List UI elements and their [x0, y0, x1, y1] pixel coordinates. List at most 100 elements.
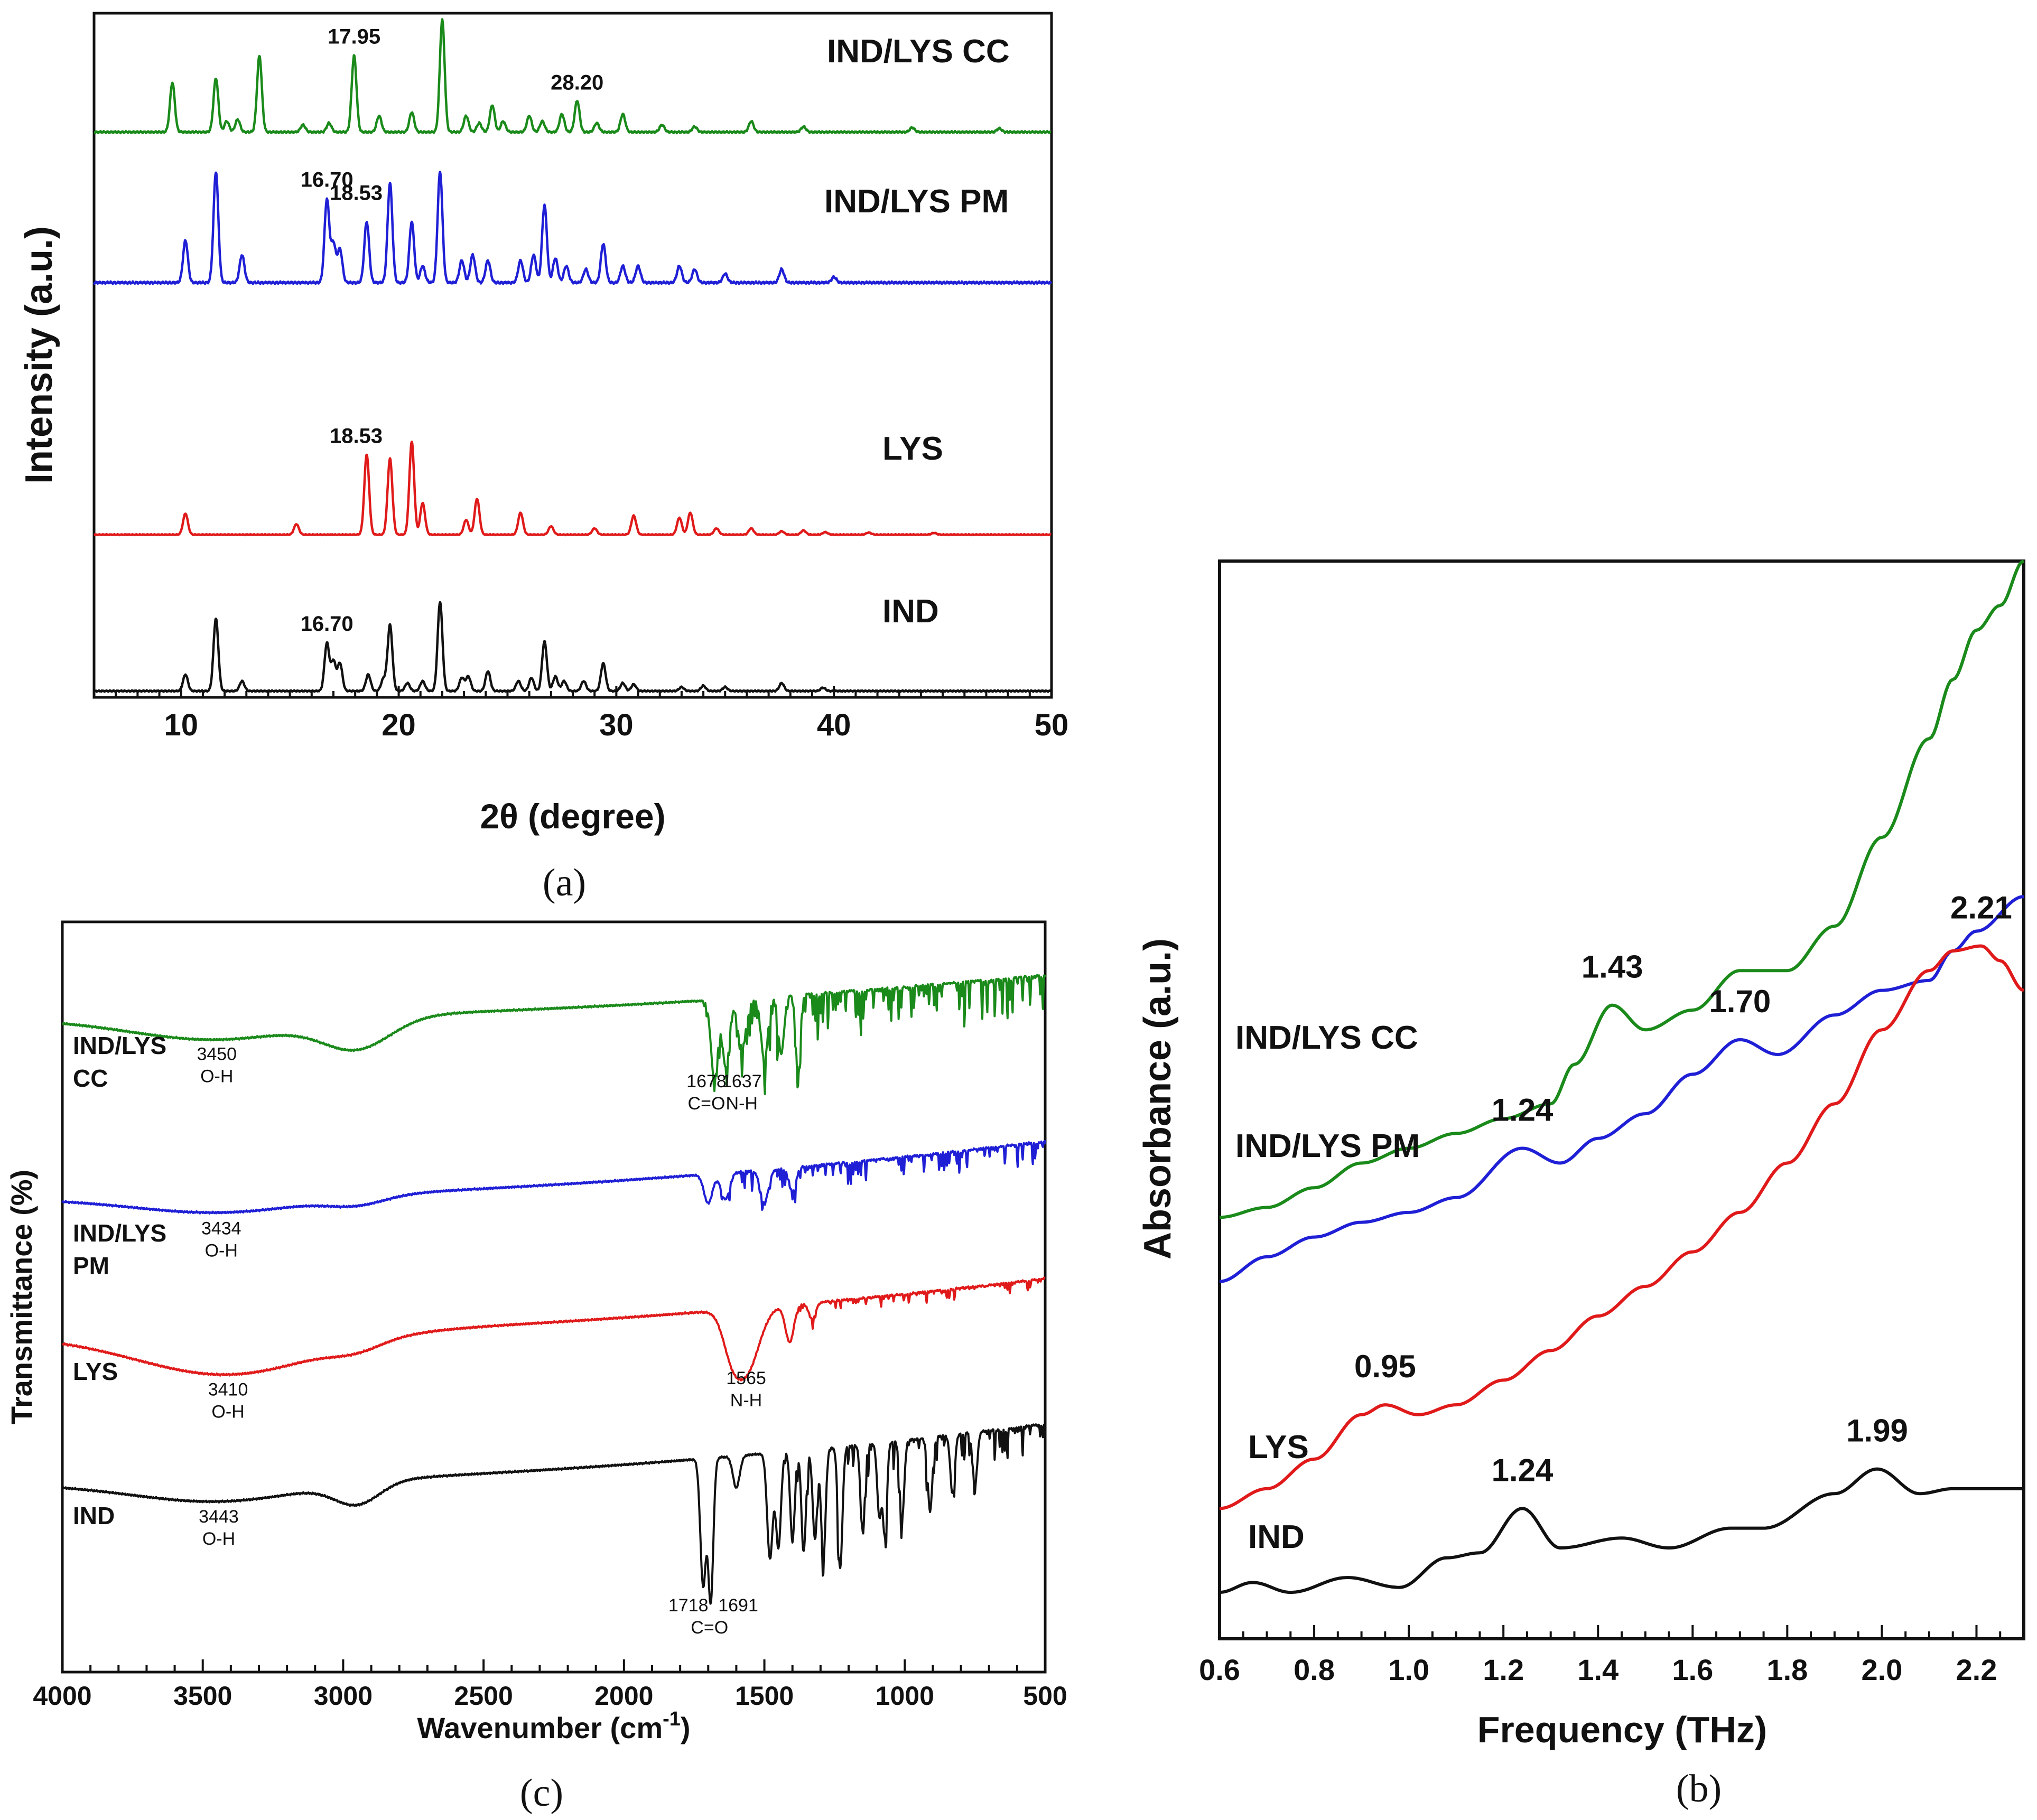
- panel-c-series-label-ind-lys-pm: IND/LYS: [73, 1219, 166, 1247]
- panel-c-band-annotation: O-H: [211, 1402, 244, 1422]
- panel-c-band-annotation: 3410: [208, 1379, 248, 1399]
- panel-a-series-line-ind: [93, 601, 1052, 693]
- panel-b-series-label-lys: LYS: [1248, 1429, 1309, 1466]
- panel-c-series-label-lys: LYS: [73, 1358, 118, 1385]
- panel-b-series-label-ind: IND: [1248, 1519, 1305, 1555]
- panel-c-plot-frame: [61, 920, 1047, 1674]
- panel-b-tick-label-0-8: 0.8: [1294, 1653, 1335, 1686]
- panel-b-tick-label-2-0: 2.0: [1861, 1653, 1902, 1686]
- panel-b-peak-labels: 1.43 1.70 1.24 2.21 0.95 1.24 1.99: [1354, 890, 2012, 1488]
- panel-c-series-label-ind-lys-cc: IND/LYS: [73, 1032, 166, 1059]
- panel-b-series-line-ind-lys-pm: [1219, 895, 2024, 1283]
- panel-c-tick-label-500: 500: [1023, 1681, 1067, 1711]
- panel-b-series-line-ind: [1219, 1467, 2024, 1594]
- panel-c-series-line-ind-lys-pm: [61, 1140, 1046, 1215]
- panel-c-tick-label-3000: 3000: [314, 1681, 373, 1711]
- panel-c-series-label-ind-lys-cc: CC: [73, 1065, 108, 1092]
- panel-a-series-label-ind-lys-pm: IND/LYS PM: [824, 183, 1009, 220]
- panel-a-series-line-lys: [93, 440, 1052, 537]
- panel-a-tick-label-20: 20: [382, 708, 416, 742]
- panel-c-tick-label-1000: 1000: [876, 1681, 934, 1711]
- panel-b-peak-label: 1.99: [1846, 1413, 1908, 1449]
- panel-a-series-line-ind-lys-pm: [92, 171, 1053, 285]
- panel-b-tick-label-1-0: 1.0: [1388, 1653, 1429, 1686]
- panel-b-tick-label-1-4: 1.4: [1577, 1653, 1619, 1686]
- panel-c-band-annotation: C=O: [688, 1094, 725, 1114]
- panel-c-band-annotation: 1718: [668, 1595, 709, 1616]
- panel-a-series-label-lys: LYS: [882, 431, 943, 467]
- panel-a-series-line-ind-lys-cc: [93, 18, 1052, 135]
- panel-a-peak-label: 18.53: [330, 424, 383, 447]
- panel-b-series-lines: [1219, 559, 2025, 1594]
- panel-c-ftir-chart: 4000 3500 3000 2500 2000 1500 1000 500 IND/LYS C…: [5, 920, 1067, 1815]
- panel-b-series-labels: IND/LYS CC IND/LYS PM LYS IND: [1235, 1020, 1420, 1555]
- panel-b-peak-label: 1.43: [1582, 949, 1643, 985]
- panel-a-y-axis-label: Intensity (a.u.): [18, 226, 60, 484]
- panel-c-band-annotation: 3434: [201, 1218, 241, 1238]
- panel-a-series-labels: IND/LYS CC IND/LYS PM LYS IND: [824, 33, 1010, 630]
- panel-b-peak-label: 0.95: [1354, 1349, 1416, 1384]
- panel-c-band-annotation: N-H: [730, 1390, 762, 1411]
- panel-b-tick-label-1-8: 1.8: [1766, 1653, 1808, 1686]
- panel-c-band-annotation: O-H: [202, 1529, 235, 1549]
- panel-c-band-annotation: N-H: [726, 1094, 758, 1114]
- panel-c-series-label-ind: IND: [73, 1502, 115, 1529]
- panel-a-tick-label-30: 30: [599, 708, 634, 742]
- panel-b-y-axis-label: Absorbance (a.u.): [1137, 938, 1179, 1259]
- panel-c-band-annotation: 3450: [197, 1044, 237, 1065]
- panel-c-band-annotation: C=O: [691, 1618, 728, 1638]
- panel-c-caption: (c): [520, 1771, 563, 1815]
- panel-a-x-axis-label: 2θ (degree): [480, 797, 665, 836]
- panel-b-peak-label: 1.70: [1709, 984, 1771, 1019]
- panel-c-band-annotation: 1565: [726, 1368, 766, 1388]
- panel-c-y-axis-label: Transmittance (%): [5, 1170, 38, 1424]
- panel-c-series-lines: [61, 974, 1046, 1605]
- panel-c-series-line-lys: [62, 1276, 1046, 1382]
- panel-b-plot-frame: [1218, 559, 2025, 1640]
- panel-c-tick-label-3500: 3500: [173, 1681, 232, 1711]
- panel-c-band-annotation: 1691: [718, 1595, 758, 1616]
- panel-b-tick-label-1-2: 1.2: [1483, 1653, 1524, 1686]
- panel-c-series-labels: IND/LYS CC IND/LYS PM LYS IND: [73, 1032, 166, 1529]
- panel-a-peak-label: 17.95: [328, 25, 380, 48]
- panel-a-peak-label: 16.70: [301, 612, 354, 636]
- panel-c-band-annotation: 3443: [199, 1507, 239, 1527]
- panel-a-peak-label: 18.53: [330, 182, 383, 205]
- panel-b-caption: (b): [1676, 1767, 1722, 1810]
- panel-a-series-label-ind-lys-cc: IND/LYS CC: [827, 33, 1010, 70]
- panel-b-series-line-ind-lys-cc: [1219, 559, 2025, 1219]
- panel-b-x-axis-label: Frequency (THz): [1477, 1709, 1767, 1750]
- panel-a-xrd-chart: 10 20 30 40 50 IND/LYS CC IND/LYS PM LYS IND 17…: [18, 12, 1069, 904]
- panel-b-series-label-ind-lys-cc: IND/LYS CC: [1235, 1020, 1418, 1056]
- panel-c-tick-label-1500: 1500: [735, 1681, 794, 1711]
- panel-b-tick-label-1-6: 1.6: [1672, 1653, 1713, 1686]
- panel-c-series-line-ind-lys-cc: [62, 974, 1046, 1095]
- panel-c-x-ticks: 4000 3500 3000 2500 2000 1500 1000 500: [33, 1659, 1067, 1711]
- panel-b-peak-label: 1.24: [1492, 1452, 1554, 1488]
- panel-c-x-axis-label: Wavenumber (cm-1): [417, 1708, 690, 1744]
- panel-a-x-ticks: 10 20 30 40 50: [93, 686, 1069, 742]
- panel-c-tick-label-2000: 2000: [594, 1681, 653, 1711]
- panel-a-series-lines: [92, 18, 1053, 693]
- panel-a-peak-label: 28.20: [551, 71, 603, 94]
- panel-b-series-label-ind-lys-pm: IND/LYS PM: [1235, 1128, 1420, 1164]
- panel-a-caption: (a): [543, 861, 586, 904]
- panel-b-peak-label: 1.24: [1492, 1092, 1554, 1127]
- panel-a-tick-label-10: 10: [164, 708, 198, 742]
- panel-c-series-line-ind: [61, 1423, 1046, 1605]
- panel-a-tick-label-40: 40: [817, 708, 851, 742]
- panel-c-band-annotation: O-H: [200, 1067, 233, 1087]
- panel-c-series-label-ind-lys-pm: PM: [73, 1252, 109, 1280]
- panel-b-peak-label: 2.21: [1950, 890, 2012, 926]
- panel-b-x-ticks: 0.6 0.8 1.0 1.2 1.4 1.6 1.8 2.0 2.2: [1199, 1625, 2025, 1686]
- panel-b-thz-chart: 0.6 0.8 1.0 1.2 1.4 1.6 1.8 2.0 2.2 IND/LYS CCIN…: [1137, 559, 2025, 1810]
- panel-a-peak-label: 16.70: [301, 169, 354, 192]
- panel-c-tick-label-2500: 2500: [454, 1681, 513, 1711]
- panel-b-tick-label-2-2: 2.2: [1956, 1653, 1997, 1686]
- panel-c-tick-label-4000: 4000: [33, 1681, 91, 1711]
- panel-a-tick-label-50: 50: [1035, 708, 1069, 742]
- panel-b-series-line-lys: [1219, 944, 2024, 1510]
